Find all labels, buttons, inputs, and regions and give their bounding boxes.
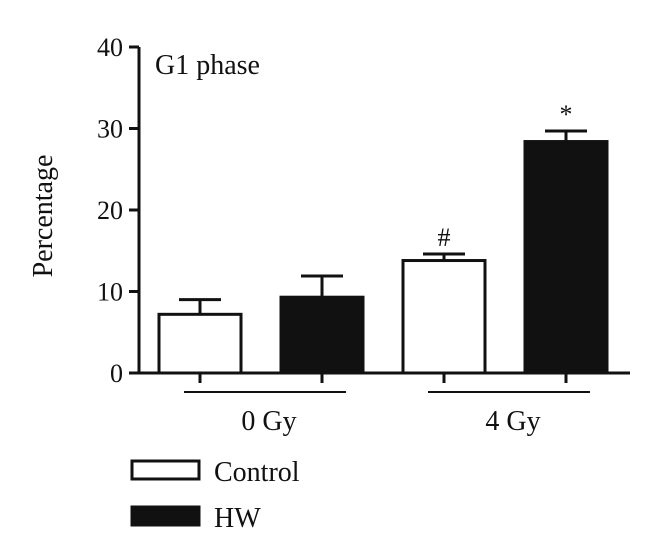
group-label: 0 Gy [241,406,296,437]
y-tick-label: 10 [97,278,123,307]
legend-swatch-control [130,459,201,481]
bar-control-0 [157,312,243,375]
chart-title: G1 phase [155,50,260,81]
legend-label-hw: HW [214,503,261,534]
group-labels: 0 Gy 4 Gy [184,391,590,437]
y-tick-label: 30 [97,115,123,144]
significance-marker: # [438,223,451,252]
legend-label-control: Control [214,457,300,488]
y-tick-label: 40 [97,33,123,62]
y-axis-title: Percentage [28,155,59,278]
bar-hw-0 [279,295,365,375]
y-tick-label: 0 [110,359,123,388]
y-ticks: 0 10 20 30 40 [97,33,139,388]
legend-swatch-hw [130,505,201,527]
significance-marker: * [560,100,573,129]
bars: #* [157,100,609,383]
bar-hw-1 [523,140,609,375]
y-tick-label: 20 [97,196,123,225]
bar-control-1 [401,259,487,375]
group-label: 4 Gy [485,406,540,437]
legend: Control HW [130,457,300,534]
